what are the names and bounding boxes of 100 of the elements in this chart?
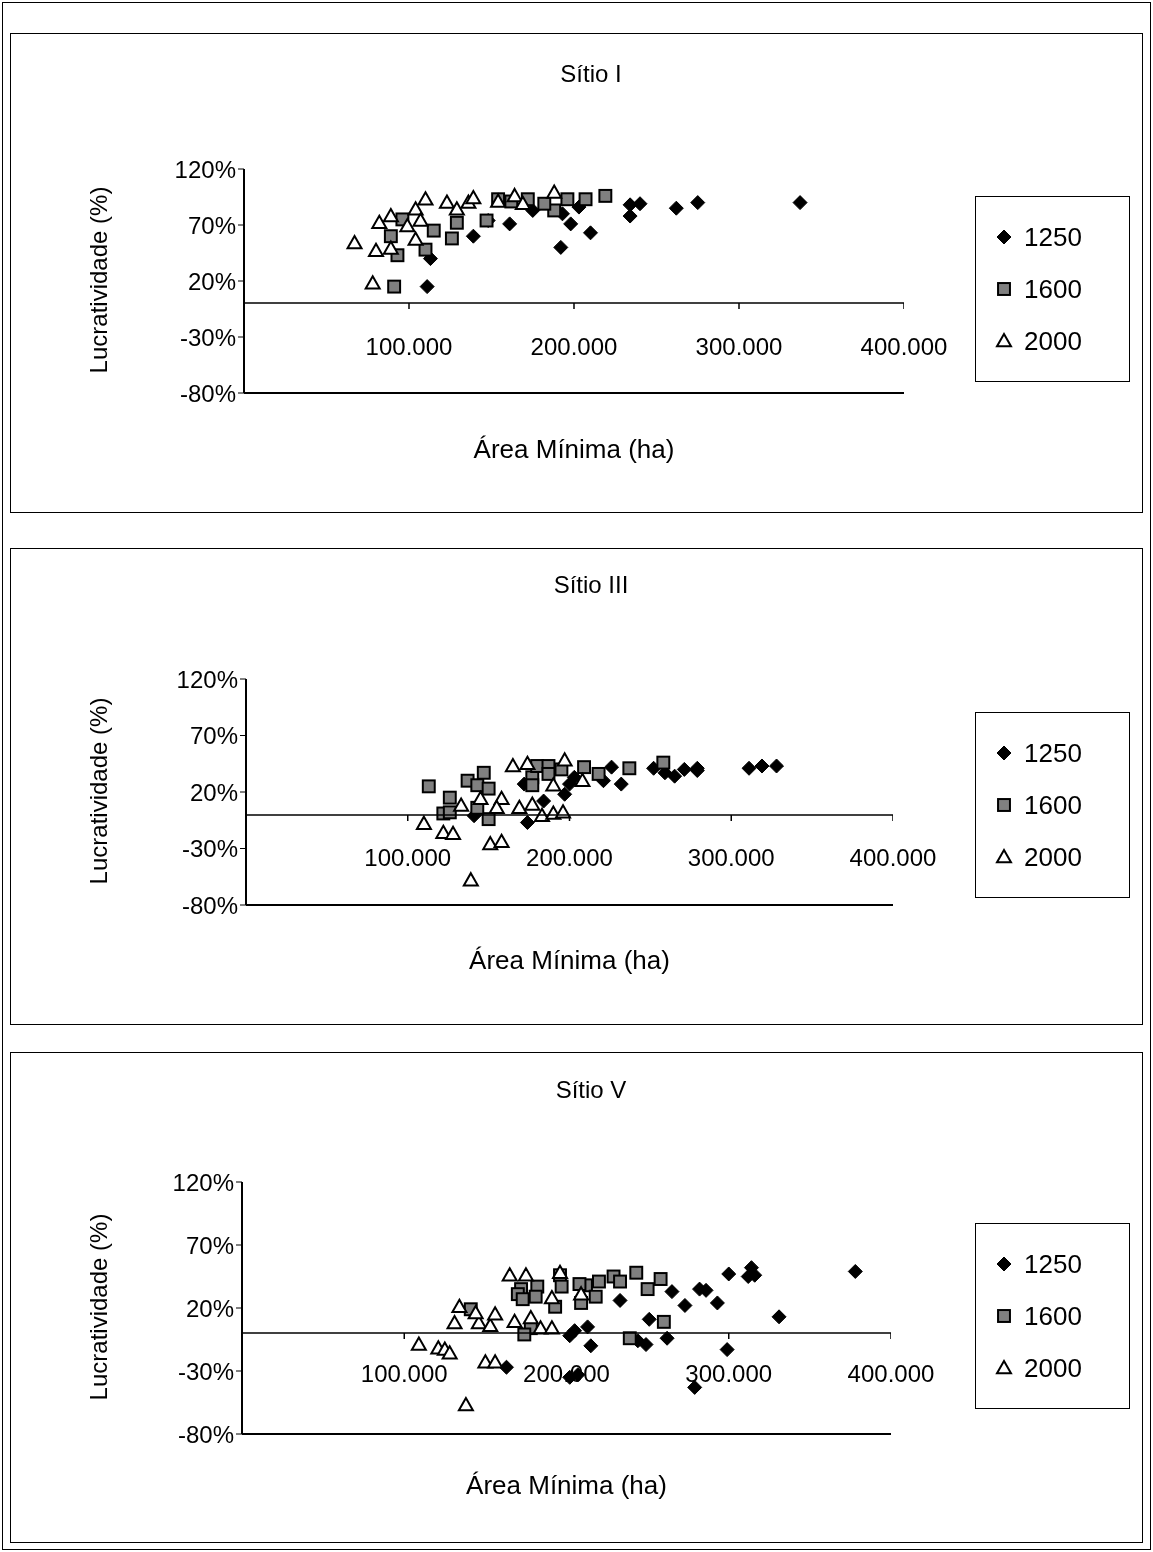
point — [690, 195, 706, 211]
point — [488, 799, 505, 815]
point — [444, 231, 459, 246]
point — [502, 216, 518, 232]
point — [451, 1298, 468, 1313]
y-tick-label: 120% — [174, 155, 236, 183]
point — [382, 208, 399, 223]
point — [487, 1354, 504, 1369]
point — [598, 188, 613, 203]
point — [719, 1342, 735, 1358]
point — [588, 1289, 603, 1304]
point — [583, 225, 598, 241]
point — [515, 1292, 530, 1307]
point — [676, 761, 692, 777]
x-tick-label: 200.000 — [530, 332, 618, 360]
y-tick-label: 120% — [172, 1168, 234, 1196]
point — [387, 279, 402, 294]
x-tick-label: 300.000 — [695, 332, 783, 360]
point — [511, 799, 528, 815]
point — [525, 778, 540, 793]
point — [417, 191, 434, 206]
point — [741, 760, 757, 776]
point — [545, 777, 562, 792]
point — [476, 765, 491, 780]
x-tick-label: 300.000 — [685, 1359, 773, 1387]
point — [721, 1266, 737, 1282]
point — [792, 195, 808, 211]
point — [383, 229, 398, 244]
point — [446, 1315, 463, 1330]
point — [481, 781, 496, 796]
point — [771, 1309, 787, 1325]
point — [501, 1267, 518, 1282]
point — [524, 796, 541, 811]
point — [407, 231, 424, 246]
point — [769, 758, 785, 774]
x-tick-label: 100.000 — [364, 843, 452, 871]
point — [641, 1311, 657, 1327]
point — [506, 187, 523, 203]
y-tick-label: 20% — [185, 1294, 234, 1322]
point — [556, 752, 573, 767]
x-tick-label: 400.000 — [847, 1359, 935, 1387]
legend-label: 1600 — [1024, 1300, 1082, 1332]
y-tick-label: -80% — [181, 891, 238, 919]
point — [552, 1264, 569, 1279]
y-tick-label: -30% — [181, 835, 238, 863]
point — [346, 234, 363, 250]
point — [591, 766, 606, 781]
y-tick-label: -30% — [177, 1357, 234, 1385]
point — [659, 1330, 675, 1346]
point — [574, 772, 591, 787]
point — [448, 201, 465, 216]
point — [441, 1345, 458, 1360]
point — [465, 190, 482, 205]
point — [465, 228, 481, 244]
point — [462, 872, 479, 887]
point — [613, 776, 629, 792]
point — [493, 833, 510, 848]
y-axis-title: Lucratividade (%) — [85, 1212, 113, 1403]
point — [407, 201, 424, 216]
legend-label: 1600 — [1024, 273, 1082, 305]
x-tick-label: 300.000 — [687, 843, 775, 871]
y-tick-label: 70% — [189, 722, 238, 750]
point — [517, 1267, 534, 1282]
point — [410, 1336, 427, 1351]
point — [421, 779, 436, 794]
point — [546, 184, 563, 199]
point — [482, 835, 499, 851]
point — [640, 1282, 655, 1297]
y-tick-label: -80% — [177, 1420, 234, 1448]
y-axis-title: Lucratividade (%) — [85, 696, 113, 887]
point — [656, 755, 671, 770]
point — [522, 1310, 539, 1325]
point — [667, 768, 683, 784]
point — [543, 1289, 560, 1305]
point — [519, 755, 536, 770]
point — [415, 815, 432, 830]
legend-label: 1250 — [1024, 1248, 1082, 1280]
point — [622, 208, 638, 224]
x-axis-title: Área Mínima (ha) — [472, 434, 676, 465]
chart-title: Sítio I — [559, 60, 623, 88]
point — [604, 759, 620, 775]
legend-label: 2000 — [1024, 841, 1082, 873]
point — [442, 790, 457, 805]
point — [553, 239, 569, 255]
point — [426, 223, 441, 238]
point — [557, 786, 573, 802]
point — [622, 197, 638, 213]
y-tick-label: 20% — [189, 778, 238, 806]
point — [536, 793, 552, 809]
legend-label: 1250 — [1024, 221, 1082, 253]
point — [519, 815, 535, 831]
point — [364, 275, 381, 290]
point — [419, 279, 435, 295]
point — [371, 214, 388, 230]
x-tick-label: 400.000 — [849, 843, 937, 871]
point — [449, 215, 464, 230]
point — [656, 1314, 671, 1329]
x-tick-label: 100.000 — [360, 1359, 448, 1387]
point — [537, 196, 552, 211]
point — [438, 194, 455, 209]
